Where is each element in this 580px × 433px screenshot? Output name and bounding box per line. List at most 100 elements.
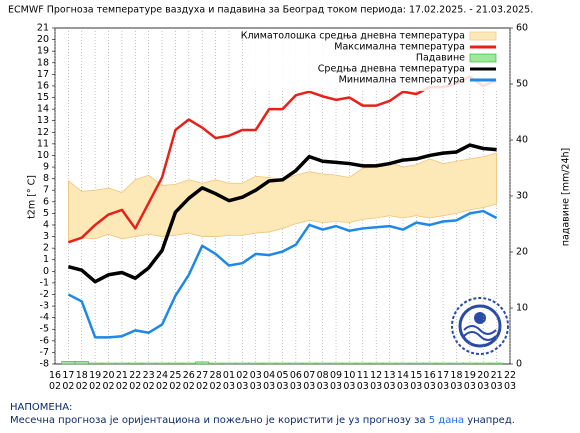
x-tick-label: 12 03 — [370, 370, 382, 392]
note-text-after: унапред. — [467, 415, 515, 426]
x-tick-label: 16 03 — [424, 370, 436, 392]
x-tick-month: 02 — [169, 381, 181, 392]
note-highlight: 5 дана — [428, 415, 465, 426]
precip-bar — [168, 362, 183, 365]
x-tick-day: 26 — [183, 370, 195, 381]
x-tick-day: 23 — [143, 370, 155, 381]
x-tick-label: 26 02 — [183, 370, 195, 392]
x-tick-month: 03 — [410, 381, 422, 392]
x-tick-label: 10 03 — [343, 370, 355, 392]
y-tick-label: 5 — [43, 208, 49, 219]
x-tick-label: 06 03 — [290, 370, 302, 392]
precip-bar — [155, 362, 169, 365]
y-axis-label: t2m [° C] — [27, 175, 38, 219]
legend-label: Падавине — [416, 53, 465, 64]
x-tick-month: 02 — [210, 381, 222, 392]
x-tick-month: 03 — [223, 381, 235, 392]
x-tick-day: 08 — [317, 370, 329, 381]
x-tick-month: 02 — [183, 381, 195, 392]
x-tick-month: 03 — [491, 381, 503, 392]
x-tick-label: 13 03 — [384, 370, 396, 392]
x-tick-label: 11 03 — [357, 370, 369, 392]
note-text-before: Месечна прогноза је оријентациона и поже… — [10, 415, 426, 426]
y-tick-label: 17 — [37, 69, 49, 80]
x-tick-label: 09 03 — [330, 370, 342, 392]
x-tick-day: 17 — [437, 370, 449, 381]
precip-bar — [355, 362, 370, 365]
x-tick-month: 02 — [143, 381, 155, 392]
precip-bar — [275, 362, 290, 365]
y-tick-label: 15 — [37, 92, 49, 103]
x-tick-label: 16 02 — [49, 370, 61, 392]
x-tick-month: 03 — [477, 381, 489, 392]
chart-title: ECMWF Прогноза температуре ваздуха и пад… — [8, 5, 533, 16]
x-tick-label: 04 03 — [263, 370, 275, 392]
y2-tick-label: 60 — [516, 23, 528, 34]
x-tick-day: 10 — [343, 370, 355, 381]
x-tick-month: 02 — [76, 381, 88, 392]
x-tick-month: 02 — [156, 381, 168, 392]
x-tick-day: 28 — [210, 370, 222, 381]
x-tick-day: 14 — [397, 370, 409, 381]
x-tick-label: 27 02 — [196, 370, 208, 392]
x-tick-label: 25 02 — [169, 370, 181, 392]
y-tick-label: 13 — [37, 115, 49, 126]
precip-bar — [128, 362, 143, 365]
precip-bar — [422, 362, 437, 365]
precip-bar — [329, 362, 343, 365]
x-tick-label: 19 02 — [89, 370, 101, 392]
precip-bar — [369, 362, 384, 365]
x-tick-day: 24 — [156, 370, 168, 381]
y-tick-label: 14 — [37, 104, 49, 115]
precip-bar — [114, 362, 129, 365]
x-tick-label: 14 03 — [397, 370, 409, 392]
y-tick-label: 8 — [43, 173, 49, 184]
x-tick-day: 19 — [464, 370, 476, 381]
x-tick-month: 02 — [196, 381, 208, 392]
x-tick-label: 15 03 — [410, 370, 422, 392]
x-tick-month: 03 — [330, 381, 342, 392]
x-tick-label: 21 03 — [491, 370, 503, 392]
x-tick-day: 25 — [169, 370, 181, 381]
precip-bar — [88, 362, 103, 365]
x-tick-month: 03 — [357, 381, 369, 392]
precip-bar — [74, 361, 89, 365]
x-tick-label: 20 03 — [477, 370, 489, 392]
y-tick-label: -5 — [40, 324, 49, 335]
precip-bar — [248, 362, 263, 365]
y2-tick-label: 30 — [516, 191, 528, 202]
x-tick-month: 03 — [250, 381, 262, 392]
y-tick-label: 20 — [37, 34, 49, 45]
y-tick-label: 12 — [37, 127, 49, 138]
x-tick-day: 18 — [76, 370, 88, 381]
x-tick-month: 03 — [450, 381, 462, 392]
precip-bar — [235, 362, 250, 365]
legend-swatch — [469, 53, 497, 63]
x-tick-month: 03 — [397, 381, 409, 392]
y-tick-label: -2 — [40, 289, 49, 300]
precip-bar — [101, 362, 116, 365]
x-tick-day: 06 — [290, 370, 302, 381]
x-tick-label: 20 02 — [102, 370, 114, 392]
x-tick-month: 03 — [276, 381, 288, 392]
series-line — [67, 209, 498, 339]
y-tick-label: 4 — [43, 219, 49, 230]
x-tick-day: 16 — [49, 370, 61, 381]
legend-label: Максимална температура — [334, 42, 465, 53]
y2-tick-label: 50 — [516, 79, 528, 90]
x-tick-month: 03 — [343, 381, 355, 392]
x-tick-month: 02 — [49, 381, 61, 392]
y-tick-label: 0 — [43, 266, 49, 277]
y-tick-label: 11 — [37, 138, 49, 149]
x-tick-month: 03 — [464, 381, 476, 392]
x-tick-label: 21 02 — [116, 370, 128, 392]
x-tick-label: 18 03 — [450, 370, 462, 392]
precip-bar — [489, 362, 504, 365]
precip-bar — [195, 361, 210, 365]
x-tick-day: 22 — [504, 370, 516, 381]
y-tick-label: 6 — [43, 196, 49, 207]
y-tick-label: -1 — [40, 277, 49, 288]
legend-label: Минимална температура — [339, 75, 465, 86]
precip-bar — [288, 362, 303, 365]
